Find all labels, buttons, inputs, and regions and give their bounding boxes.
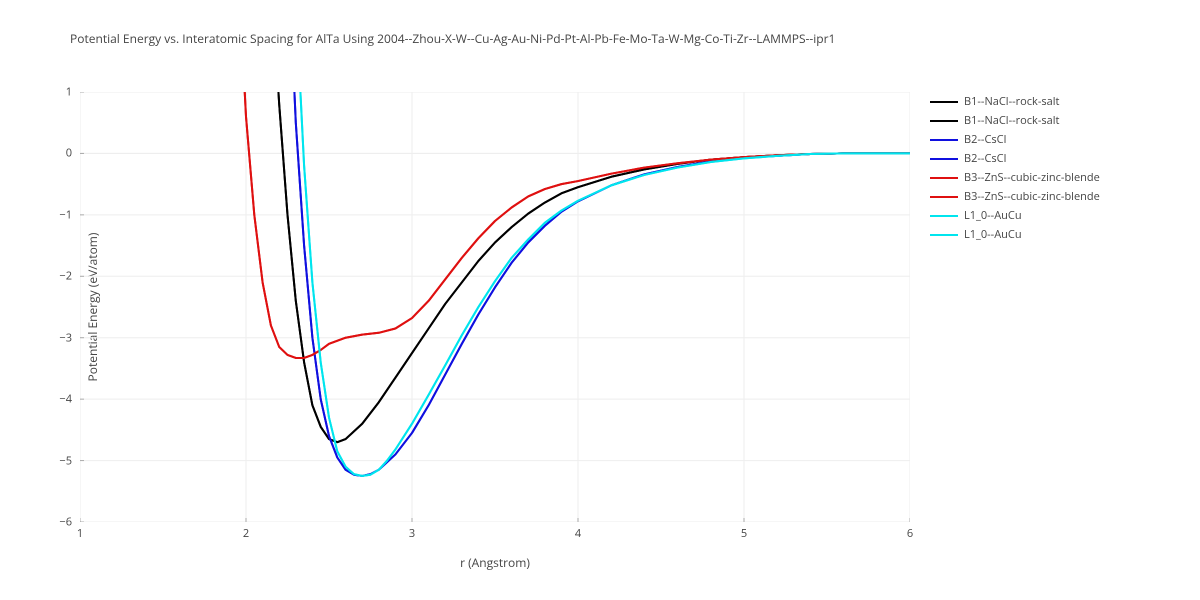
series-line[interactable] — [263, 92, 910, 442]
legend-item[interactable]: B1--NaCl--rock-salt — [930, 111, 1100, 130]
legend-label: B2--CsCl — [964, 151, 1006, 166]
chart-title: Potential Energy vs. Interatomic Spacing… — [70, 30, 835, 47]
legend-swatch — [930, 215, 958, 217]
legend-label: L1_0--AuCu — [964, 208, 1022, 223]
legend-swatch — [930, 177, 958, 179]
grid — [80, 92, 910, 522]
legend-swatch — [930, 196, 958, 198]
x-tick-label: 5 — [741, 526, 747, 541]
legend-item[interactable]: B2--CsCl — [930, 130, 1100, 149]
legend-swatch — [930, 139, 958, 141]
legend-label: B2--CsCl — [964, 132, 1006, 147]
plot-area[interactable] — [80, 92, 910, 522]
legend-label: B1--NaCl--rock-salt — [964, 94, 1059, 109]
legend-label: B3--ZnS--cubic-zinc-blende — [964, 189, 1100, 204]
legend-item[interactable]: B1--NaCl--rock-salt — [930, 92, 1100, 111]
legend-item[interactable]: B3--ZnS--cubic-zinc-blende — [930, 168, 1100, 187]
series-line[interactable] — [288, 92, 911, 476]
x-tick-label: 3 — [409, 526, 415, 541]
y-tick-label: −4 — [59, 392, 72, 407]
x-tick-label: 4 — [575, 526, 581, 541]
y-tick-label: −1 — [59, 207, 72, 222]
legend-swatch — [930, 101, 958, 103]
y-tick-label: −3 — [59, 330, 72, 345]
legend-swatch — [930, 158, 958, 160]
y-tick-label: −6 — [59, 515, 72, 530]
legend-label: B3--ZnS--cubic-zinc-blende — [964, 170, 1100, 185]
legend-item[interactable]: L1_0--AuCu — [930, 206, 1100, 225]
legend-swatch — [930, 234, 958, 236]
x-axis-label: r (Angstrom) — [460, 554, 530, 571]
legend-item[interactable]: B2--CsCl — [930, 149, 1100, 168]
series-line[interactable] — [288, 92, 911, 476]
y-tick-label: −2 — [59, 269, 72, 284]
legend-item[interactable]: L1_0--AuCu — [930, 225, 1100, 244]
legend-label: B1--NaCl--rock-salt — [964, 113, 1059, 128]
legend-item[interactable]: B3--ZnS--cubic-zinc-blende — [930, 187, 1100, 206]
tick-marks — [80, 92, 910, 522]
x-tick-label: 2 — [243, 526, 249, 541]
series-group — [229, 92, 910, 476]
series-line[interactable] — [229, 92, 910, 358]
legend-label: L1_0--AuCu — [964, 227, 1022, 242]
y-tick-label: 0 — [66, 146, 72, 161]
series-line[interactable] — [263, 92, 910, 442]
series-line[interactable] — [279, 92, 910, 476]
y-tick-label: −5 — [59, 453, 72, 468]
series-line[interactable] — [279, 92, 910, 476]
series-line[interactable] — [229, 92, 910, 358]
y-tick-label: 1 — [66, 85, 72, 100]
legend[interactable]: B1--NaCl--rock-salt B1--NaCl--rock-salt B2… — [930, 92, 1100, 244]
x-tick-label: 1 — [77, 526, 83, 541]
legend-swatch — [930, 120, 958, 122]
x-tick-label: 6 — [907, 526, 913, 541]
